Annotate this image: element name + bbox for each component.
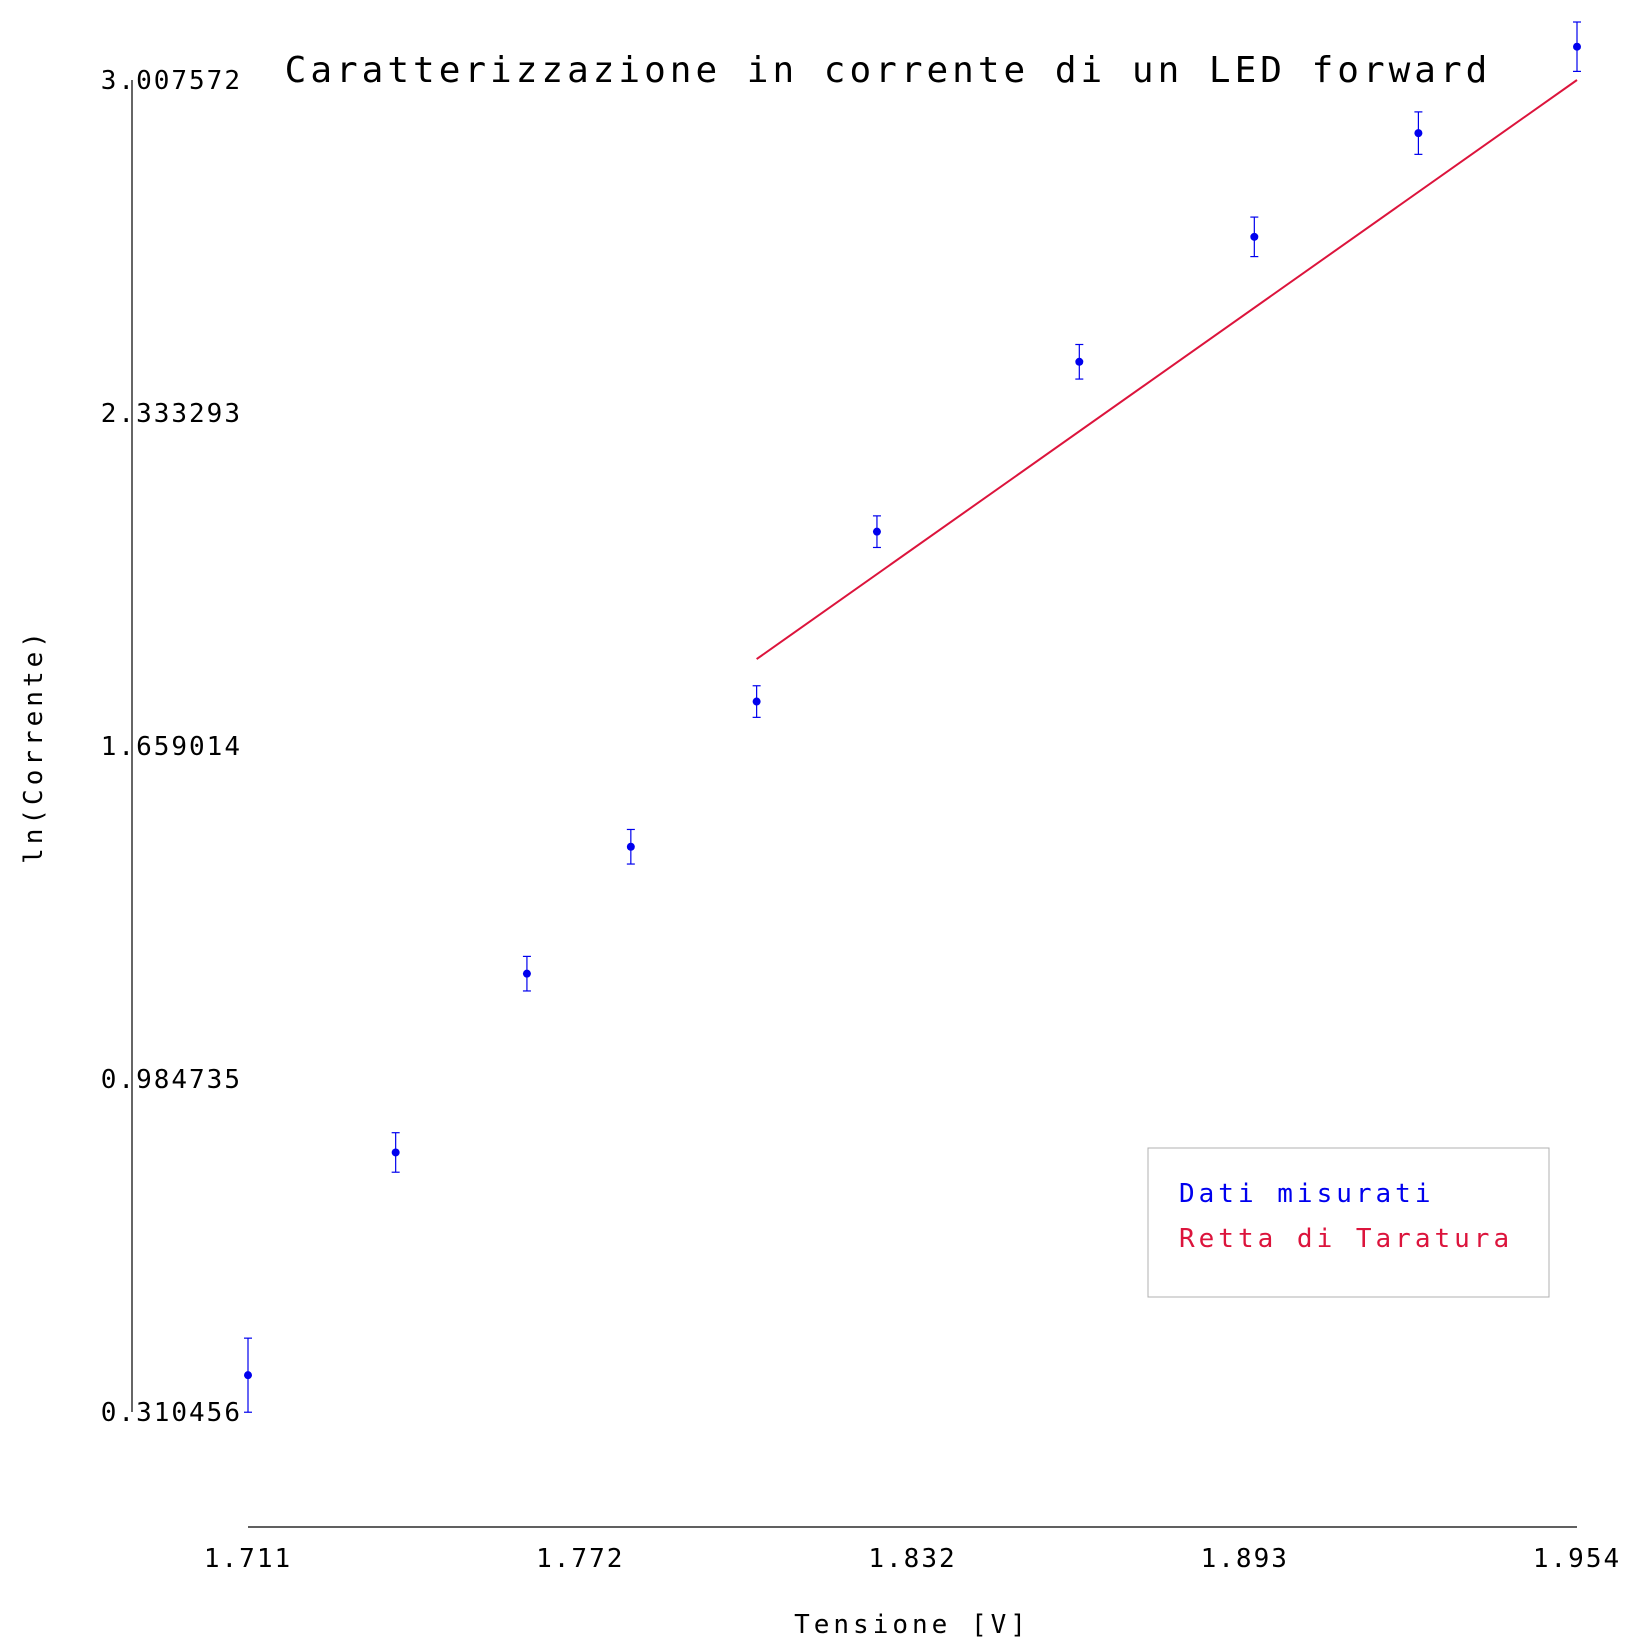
x-tick-label: 1.832 xyxy=(868,1544,956,1574)
y-tick-label: 2.333293 xyxy=(101,399,242,429)
legend-box xyxy=(1147,1147,1550,1298)
data-point xyxy=(522,969,531,978)
x-tick-label: 1.954 xyxy=(1533,1544,1621,1574)
data-point xyxy=(1573,42,1581,51)
data-point xyxy=(391,1148,400,1157)
y-tick-label: 3.007572 xyxy=(101,66,242,96)
y-tick-label: 0.984735 xyxy=(101,1065,242,1095)
legend: Dati misurati Retta di Taratura xyxy=(1147,1147,1550,1298)
fit-line-layer xyxy=(756,79,1578,660)
data-point xyxy=(626,842,635,851)
y-tick-label: 1.659014 xyxy=(101,732,242,762)
data-points-layer xyxy=(244,21,1581,1413)
x-tick-label: 1.711 xyxy=(204,1544,292,1574)
data-point xyxy=(872,527,881,536)
legend-entry-fit: Retta di Taratura xyxy=(1179,1224,1513,1254)
x-tick-label: 1.772 xyxy=(536,1544,624,1574)
y-axis-label: ln(Corrente) xyxy=(19,628,49,864)
data-point xyxy=(752,697,761,706)
data-point xyxy=(1414,129,1423,138)
data-point xyxy=(244,1371,252,1380)
y-tick-label: 0.310456 xyxy=(101,1398,242,1428)
data-point xyxy=(1250,232,1259,241)
legend-entry-data: Dati misurati xyxy=(1179,1179,1435,1209)
y-tick-labels: 0.310456 0.984735 1.659014 2.333293 3.007572 xyxy=(101,66,242,1428)
x-axis-label: Tensione [V] xyxy=(794,1610,1030,1640)
x-tick-labels: 1.711 1.772 1.832 1.893 1.954 xyxy=(204,1544,1621,1574)
x-tick-label: 1.893 xyxy=(1201,1544,1289,1574)
chart-title: Caratterizzazione in corrente di un LED … xyxy=(285,50,1492,91)
fit-line xyxy=(756,79,1578,660)
data-point xyxy=(1075,357,1084,366)
